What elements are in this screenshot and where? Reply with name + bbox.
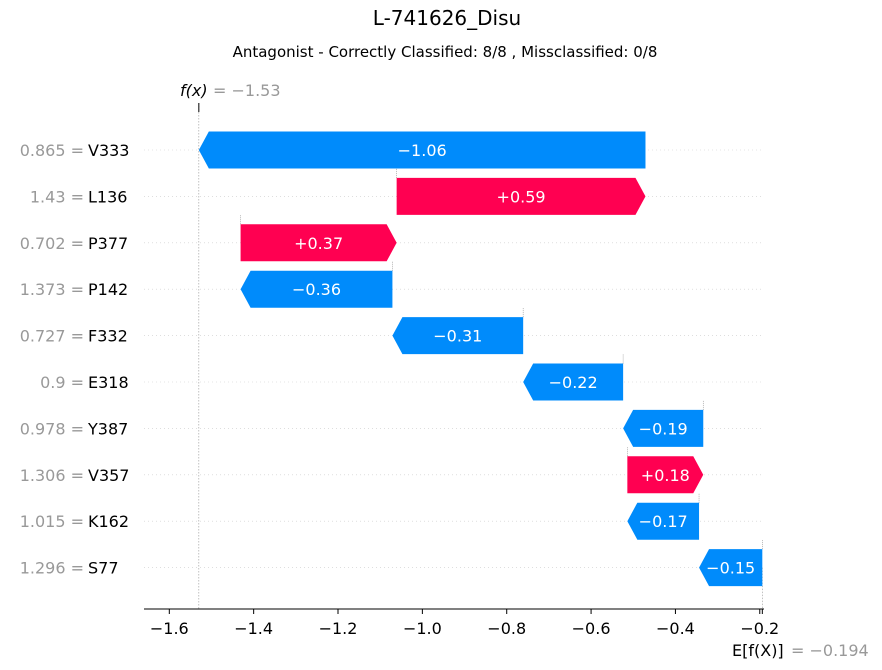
waterfall-bar: [198, 131, 646, 169]
feature-name-label: K162: [88, 512, 129, 531]
feature-name-label: Y387: [87, 419, 128, 438]
waterfall-bar: [523, 363, 624, 401]
waterfall-bar: [623, 409, 704, 447]
bar-value-label: −1.06: [398, 141, 447, 160]
bar-value-label: +0.37: [294, 234, 343, 253]
base-value-value: = −0.194: [791, 641, 869, 660]
feature-name-label: L136: [88, 187, 127, 206]
x-tick-label: −0.4: [656, 619, 695, 638]
bar-value-label: +0.18: [641, 466, 690, 485]
x-tick-label: −1.6: [150, 619, 189, 638]
x-tick-label: −1.4: [234, 619, 273, 638]
fx-annotation: f(x) = −1.53: [180, 81, 281, 100]
waterfall-bar: [392, 317, 524, 355]
x-tick-label: −1.2: [319, 619, 358, 638]
feature-name-label: P377: [88, 234, 128, 253]
waterfall-bar: [627, 502, 700, 540]
feature-value-label: 1.306 =: [20, 466, 84, 485]
base-value-label: E[f(X)]: [732, 641, 784, 660]
feature-name-label: S77: [88, 559, 119, 578]
bar-value-label: −0.15: [706, 559, 755, 578]
fx-label: f(x): [180, 81, 208, 100]
x-tick-label: −0.6: [572, 619, 611, 638]
feature-value-label: 1.015 =: [20, 512, 84, 531]
bar-value-label: −0.22: [549, 373, 598, 392]
feature-name-label: V357: [88, 466, 129, 485]
chart-subtitle: Antagonist - Correctly Classified: 8/8 ,…: [233, 43, 658, 61]
waterfall-bar: [240, 224, 397, 262]
bar-value-label: −0.31: [433, 327, 482, 346]
feature-name-label: P142: [88, 280, 128, 299]
feature-value-label: 0.865 =: [20, 141, 84, 160]
fx-value: = −1.53: [213, 81, 281, 100]
bar-value-label: −0.17: [639, 512, 688, 531]
waterfall-bar: [240, 270, 393, 308]
x-tick-label: −0.2: [740, 619, 779, 638]
feature-value-label: 1.43 =: [30, 187, 84, 206]
feature-value-label: 0.727 =: [20, 327, 84, 346]
feature-value-label: 0.978 =: [20, 419, 84, 438]
x-tick-label: −0.8: [487, 619, 526, 638]
bar-value-label: −0.19: [639, 419, 688, 438]
bar-value-label: +0.59: [497, 187, 546, 206]
chart-title: L-741626_Disu: [373, 6, 521, 30]
feature-value-label: 0.702 =: [20, 234, 84, 253]
feature-value-label: 0.9 =: [40, 373, 84, 392]
waterfall-bar: [627, 456, 704, 494]
x-tick-label: −1.0: [403, 619, 442, 638]
bar-value-label: −0.36: [292, 280, 341, 299]
feature-value-label: 1.296 =: [20, 559, 84, 578]
feature-name-label: F332: [88, 327, 128, 346]
feature-value-label: 1.373 =: [20, 280, 84, 299]
feature-name-label: E318: [88, 373, 129, 392]
waterfall-bar: [699, 549, 763, 587]
base-value-annotation: E[f(X)] = −0.194: [732, 641, 869, 660]
waterfall-bar: [396, 177, 646, 215]
feature-name-label: V333: [88, 141, 129, 160]
